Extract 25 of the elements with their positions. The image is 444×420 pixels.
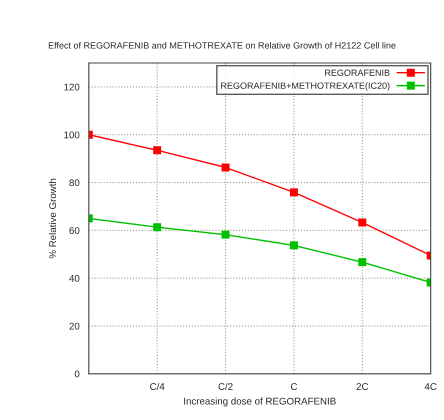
point [222,163,230,172]
y-tick-label: 100 [64,131,80,138]
x-tick-label: C [290,383,298,390]
y-tick-label: 20 [69,322,80,330]
x-tick-label: C/4 [150,382,164,390]
legend-label: REGORAFENIB+METHOTREXATE(IC20) [221,82,390,91]
chart-title: Effect of REGORAFENIB and METHOTREXATE on Relative Growth of H2122 Cell line [48,42,396,49]
point [290,241,298,250]
y-tick-label: 80 [69,179,80,186]
x-tick-label: C/2 [218,382,233,390]
y-tick-label: 40 [69,274,80,282]
y-tick-label: 60 [69,227,80,234]
x-tick-label: 4C [424,383,437,390]
y-tick-label: 120 [64,84,80,91]
x-tick-label: 2C [356,383,368,390]
legend-label: REGORAFENIB [325,70,390,76]
point [358,218,366,226]
y-tick-label: 0 [74,370,80,378]
point [290,188,298,196]
point [153,223,162,232]
point [358,258,366,266]
y-axis-title: % Relative Growth [48,178,56,258]
point [222,230,230,239]
point [153,146,162,154]
x-axis-title: Increasing dose of REGORAFENIB [184,397,336,407]
